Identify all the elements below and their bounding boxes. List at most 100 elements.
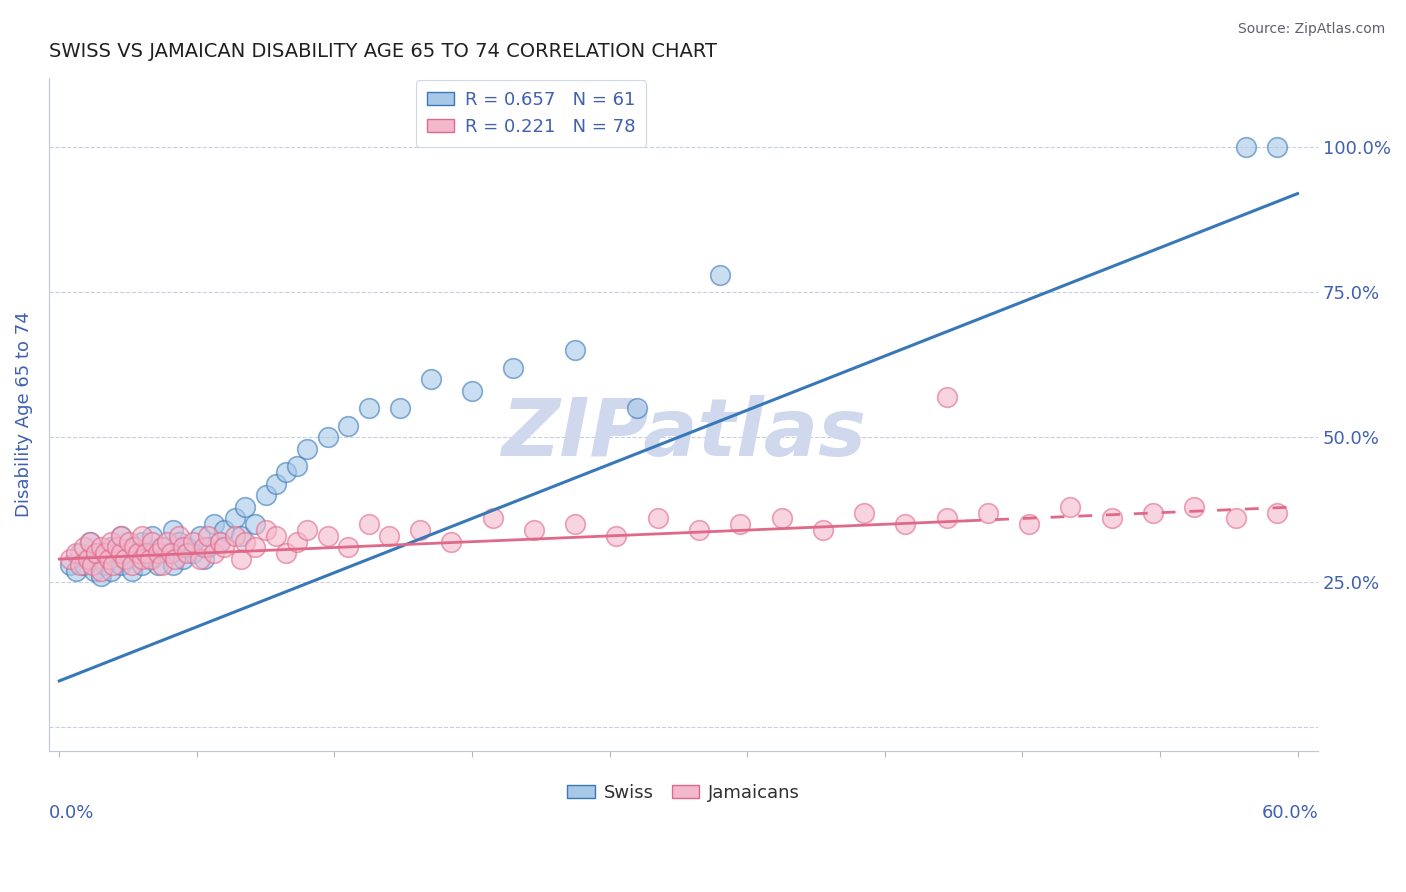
Point (295, 523, 318, 537)
Point (131, 558, 153, 572)
Point (378, 529, 401, 543)
Point (233, 500, 256, 514)
Point (69, 558, 91, 572)
Point (316, 430, 339, 444)
Point (162, 558, 184, 572)
Point (86, 546, 108, 560)
Point (90, 541, 112, 555)
Point (176, 541, 198, 555)
Point (127, 546, 149, 560)
Point (79, 552, 101, 566)
Point (564, 517, 586, 532)
Point (214, 541, 236, 555)
Point (502, 360, 524, 375)
Point (65, 546, 87, 560)
Point (127, 546, 149, 560)
Point (101, 558, 124, 572)
Point (254, 488, 277, 502)
Point (193, 541, 215, 555)
Text: 0.0%: 0.0% (49, 805, 94, 822)
Point (245, 541, 267, 555)
Point (155, 546, 177, 560)
Text: ZIPatlas: ZIPatlas (501, 395, 866, 474)
Point (264, 529, 287, 543)
Point (285, 534, 308, 549)
Point (90, 569, 112, 583)
Point (176, 546, 198, 560)
Point (122, 541, 145, 555)
Point (167, 534, 190, 549)
Point (155, 534, 177, 549)
Point (254, 523, 277, 537)
Point (100, 534, 122, 549)
Point (276, 546, 298, 560)
Point (935, 390, 957, 404)
Point (82, 558, 104, 572)
Point (245, 517, 267, 532)
Point (193, 552, 215, 566)
Point (276, 465, 298, 479)
Point (152, 541, 174, 555)
Point (1018, 517, 1040, 532)
Point (357, 401, 380, 416)
Point (224, 529, 246, 543)
Point (564, 343, 586, 358)
Point (285, 459, 308, 474)
Point (1234, 140, 1257, 154)
Point (105, 541, 128, 555)
Point (523, 523, 546, 537)
Point (135, 546, 157, 560)
Point (1101, 511, 1123, 525)
Point (152, 541, 174, 555)
Point (83, 564, 105, 578)
Point (233, 534, 256, 549)
Point (811, 523, 834, 537)
Point (183, 534, 205, 549)
Point (337, 418, 360, 433)
Point (73, 558, 96, 572)
Point (65, 564, 87, 578)
Legend: Swiss, Jamaicans: Swiss, Jamaicans (560, 776, 807, 809)
Point (163, 552, 186, 566)
Point (79, 534, 101, 549)
Point (440, 534, 463, 549)
Point (59, 552, 82, 566)
Point (209, 534, 232, 549)
Point (688, 523, 710, 537)
Point (388, 401, 411, 416)
Point (105, 546, 128, 560)
Point (202, 546, 225, 560)
Point (229, 552, 252, 566)
Point (69, 546, 91, 560)
Point (647, 511, 669, 525)
Point (131, 552, 153, 566)
Point (224, 511, 246, 525)
Y-axis label: Disability Age 65 to 74: Disability Age 65 to 74 (15, 311, 32, 517)
Point (110, 546, 132, 560)
Point (229, 529, 252, 543)
Point (131, 529, 153, 543)
Point (152, 558, 174, 572)
Point (141, 552, 163, 566)
Point (121, 558, 143, 572)
Point (110, 529, 132, 543)
Point (977, 506, 1000, 520)
Point (202, 517, 225, 532)
Point (188, 529, 211, 543)
Point (197, 541, 219, 555)
Point (73, 541, 96, 555)
Point (121, 564, 143, 578)
Point (1059, 500, 1081, 514)
Point (894, 517, 917, 532)
Point (605, 529, 627, 543)
Point (59, 558, 82, 572)
Point (626, 401, 648, 416)
Point (110, 558, 132, 572)
Point (709, 268, 731, 282)
Point (118, 534, 141, 549)
Point (419, 372, 441, 386)
Point (93, 558, 115, 572)
Point (188, 552, 211, 566)
Point (183, 546, 205, 560)
Point (730, 517, 752, 532)
